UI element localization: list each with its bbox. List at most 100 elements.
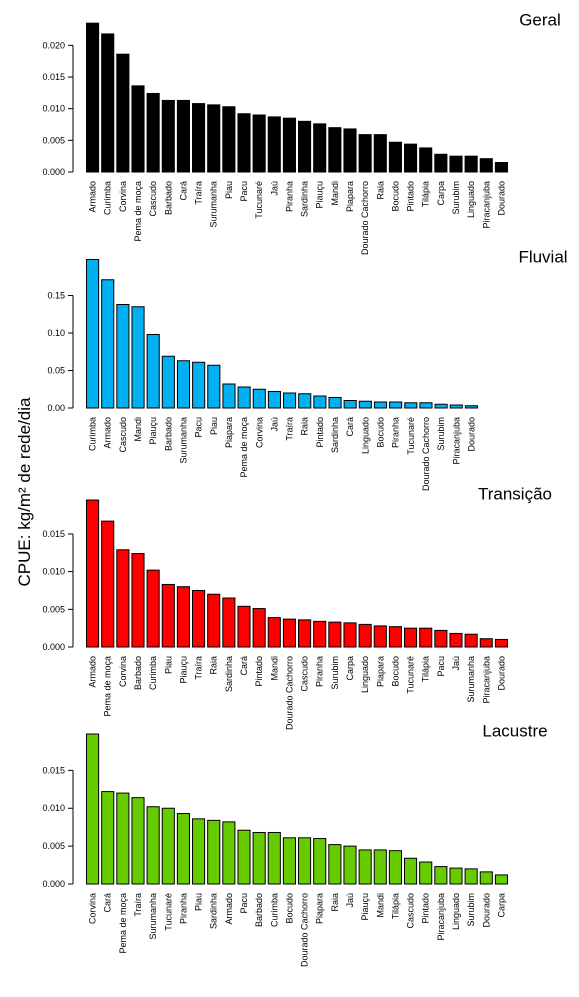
category-label: Tucunaré [254, 181, 264, 219]
bar-pacu [434, 629, 448, 648]
bar-armado [222, 821, 236, 885]
bar-piaucu [176, 586, 190, 648]
category-label: Piracanjuba [481, 181, 491, 229]
bar-cara [176, 99, 190, 173]
category-label: Sardinha [209, 893, 219, 929]
category-label: Sardinha [300, 181, 310, 217]
category-label: Armado [103, 417, 113, 449]
bar-cascudo [116, 304, 130, 409]
bar-dourado-cachorro [358, 134, 372, 173]
y-tick-label: 0.005 [42, 841, 65, 851]
category-label: Raia [300, 417, 310, 436]
category-label: Barbado [254, 893, 264, 927]
bar-pema-de-moca [131, 85, 145, 173]
category-label: Tilápia [421, 181, 431, 207]
y-tick-label: 0.000 [42, 879, 65, 889]
bar-pintado [313, 395, 327, 409]
y-tick-label: 0.015 [42, 72, 65, 82]
bar-bocudo [388, 141, 402, 173]
panel-geral: Geral 0.000 0.005 0.010 0.015 0.020 Armado Curi… [42, 11, 560, 256]
category-label: Dourado [481, 893, 491, 928]
bar-piranha [282, 117, 296, 173]
bar-piapara [373, 625, 387, 648]
bar-surumanha [176, 360, 191, 409]
category-label: Pintado [254, 656, 264, 687]
y-tick-label: 0.005 [42, 604, 65, 614]
bar-raia [207, 593, 221, 648]
bar-linguado [449, 867, 463, 885]
category-label: Raia [375, 181, 385, 200]
category-label: Tilápia [390, 893, 400, 919]
bar-jau [267, 116, 281, 173]
category-label: Linguado [451, 893, 461, 930]
category-label: Corvina [88, 893, 98, 924]
category-label: Pintado [315, 417, 325, 448]
bar-pema-de-moca [101, 520, 115, 648]
category-label: Sardinha [224, 656, 234, 692]
bar-piaucu [313, 123, 327, 173]
bar-cascudo [404, 857, 418, 885]
bar-surumanha [464, 633, 478, 648]
bar-tucunare [404, 627, 418, 648]
bar-raia [298, 393, 312, 409]
category-label: Armado [88, 656, 98, 688]
category-label: Carpa [436, 181, 446, 206]
category-label: Jaú [451, 656, 461, 671]
category-label: Traíra [133, 893, 143, 917]
category-label: Raia [330, 893, 340, 912]
bar-raia [373, 134, 387, 173]
y-tick-label: 0.020 [42, 40, 65, 50]
bar-armado [86, 22, 100, 173]
bar-carpa [494, 874, 508, 885]
bar-barbado [252, 831, 266, 885]
category-label: Jaú [269, 417, 279, 432]
category-label: Piranha [178, 893, 188, 924]
bar-tilapia [419, 627, 433, 648]
category-label: Surumanha [209, 181, 219, 228]
bar-cara [101, 791, 115, 885]
category-label: Piau [163, 656, 173, 674]
y-tick-label: 0.015 [42, 529, 65, 539]
category-label: Surumanha [179, 417, 189, 464]
bar-pacu [237, 113, 251, 173]
category-label: Piranha [315, 656, 325, 687]
bar-piapara [313, 838, 327, 885]
bar-armado [101, 279, 115, 409]
bar-traira [192, 103, 206, 173]
bar-sardinha [207, 819, 221, 885]
bar-surumanha [146, 806, 160, 885]
bar-surubim [464, 868, 478, 885]
bar-dourado-cachorro [419, 402, 433, 409]
bar-piracanjuba [479, 158, 493, 173]
category-label: Dourado Cachorro [421, 417, 431, 491]
bar-pintado [252, 608, 266, 648]
category-label: Curimba [103, 181, 113, 215]
category-label: Cascudo [300, 656, 310, 692]
bar-pintado [404, 143, 418, 173]
category-label: Surumanha [148, 893, 158, 940]
bar-curimba [146, 569, 160, 648]
bar-piranha [176, 813, 190, 885]
bar-raia [328, 844, 342, 885]
category-label: Pema de moça [133, 181, 143, 242]
category-label: Bocudo [284, 893, 294, 924]
category-label: Traíra [194, 656, 204, 680]
bar-traira [283, 392, 297, 409]
bar-piaucu [146, 334, 160, 409]
category-label: Pintado [406, 181, 416, 212]
bar-tucunare [404, 402, 418, 409]
category-label: Barbado [163, 417, 173, 451]
category-label: Piau [209, 417, 219, 435]
bar-tilapia [388, 850, 402, 885]
category-label: Armado [224, 893, 234, 925]
category-label: Piracanjuba [436, 893, 446, 941]
category-label: Corvina [118, 656, 128, 687]
chart-panels: Geral 0.000 0.005 0.010 0.015 0.020 Armado Curi… [42, 11, 567, 968]
panel-title: Lacustre [482, 722, 547, 741]
category-label: Dourado Cachorro [284, 656, 294, 730]
category-label: Piapara [315, 893, 325, 924]
bar-bocudo [282, 837, 296, 885]
bar-mandi [131, 306, 145, 409]
bar-tucunare [252, 114, 266, 173]
category-label: Bocudo [390, 181, 400, 212]
